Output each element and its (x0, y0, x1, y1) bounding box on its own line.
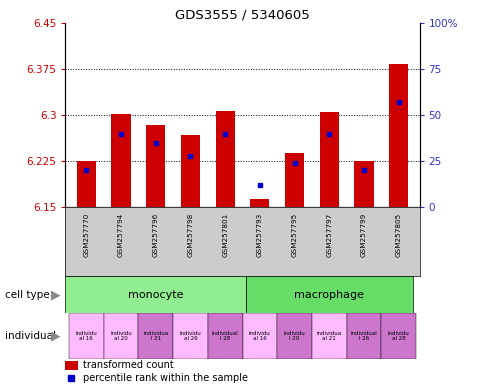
Text: individual: individual (5, 331, 56, 341)
Bar (146, 125, 165, 207)
Text: individu
al 26: individu al 26 (179, 331, 201, 341)
Text: GSM257798: GSM257798 (187, 213, 193, 257)
Bar (354, 161, 373, 207)
Bar (76, 161, 96, 207)
Bar (242, 313, 277, 359)
Bar (181, 135, 199, 207)
Bar (65, 276, 245, 313)
Bar (69, 313, 104, 359)
Text: individu
al 20: individu al 20 (110, 331, 132, 341)
Text: GSM257770: GSM257770 (83, 213, 89, 257)
Title: GDS3555 / 5340605: GDS3555 / 5340605 (175, 9, 309, 22)
Bar (245, 276, 412, 313)
Text: ▶: ▶ (51, 329, 60, 343)
Text: GSM257794: GSM257794 (118, 213, 124, 257)
Text: macrophage: macrophage (294, 290, 363, 300)
Bar (173, 313, 207, 359)
Bar (277, 313, 311, 359)
Text: individual
l 26: individual l 26 (350, 331, 377, 341)
Text: individu
al 28: individu al 28 (387, 331, 408, 341)
Text: cell type: cell type (5, 290, 49, 300)
Text: GSM257797: GSM257797 (326, 213, 332, 257)
Text: GSM257799: GSM257799 (360, 213, 366, 257)
Text: individu
al 16: individu al 16 (76, 331, 97, 341)
Bar (250, 199, 269, 207)
Text: transformed count: transformed count (83, 360, 174, 370)
Bar (207, 313, 242, 359)
Text: individual
l 28: individual l 28 (212, 331, 238, 341)
Bar (346, 313, 380, 359)
Text: GSM257796: GSM257796 (152, 213, 158, 257)
Text: GSM257793: GSM257793 (257, 213, 262, 257)
Bar (380, 313, 415, 359)
Bar (138, 313, 173, 359)
Text: individua
al 21: individua al 21 (316, 331, 341, 341)
Bar (111, 114, 130, 207)
Text: GSM257795: GSM257795 (291, 213, 297, 257)
Text: GSM257805: GSM257805 (395, 213, 401, 257)
Bar (65, 361, 78, 369)
Bar (285, 153, 303, 207)
Bar (388, 64, 408, 207)
Bar (215, 111, 234, 207)
Text: monocyte: monocyte (128, 290, 183, 300)
Text: individu
al 16: individu al 16 (248, 331, 270, 341)
Text: percentile rank within the sample: percentile rank within the sample (83, 373, 248, 383)
Bar (311, 313, 346, 359)
Bar (104, 313, 138, 359)
Bar (319, 112, 338, 207)
Text: individu
l 20: individu l 20 (283, 331, 305, 341)
Text: individua
l 21: individua l 21 (143, 331, 168, 341)
Text: GSM257801: GSM257801 (222, 213, 227, 257)
Text: ▶: ▶ (51, 288, 60, 301)
